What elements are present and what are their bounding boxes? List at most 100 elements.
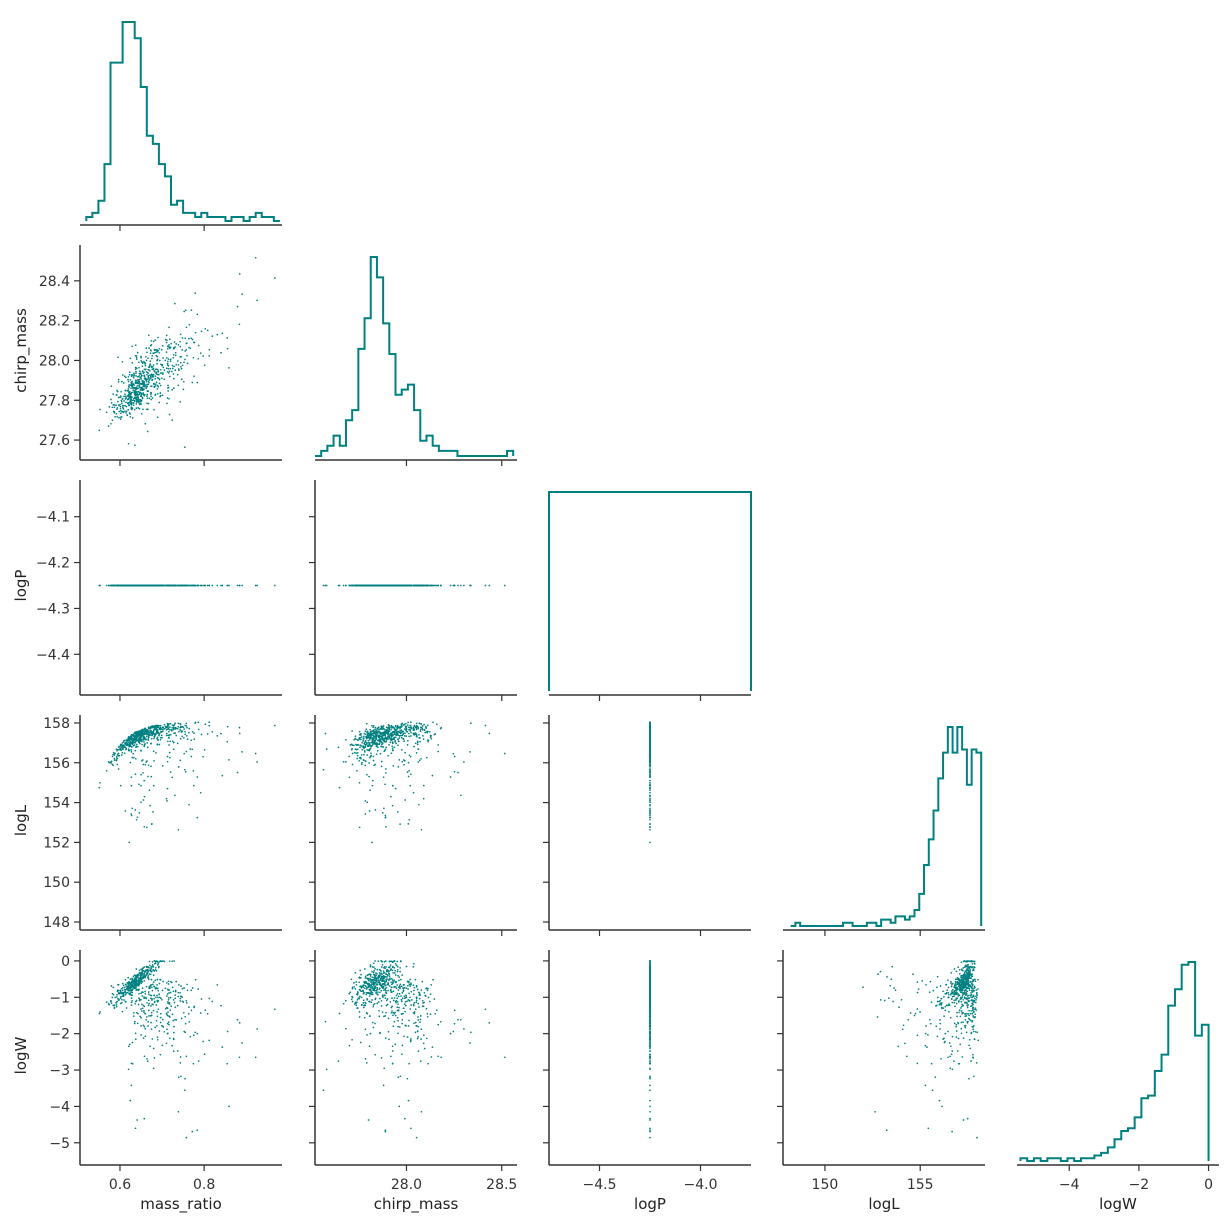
scatter-point	[132, 975, 135, 978]
scatter-point	[122, 382, 125, 384]
scatter-point	[397, 730, 400, 733]
scatter-point	[141, 759, 144, 761]
scatter-point	[221, 774, 224, 777]
scatter-point	[156, 416, 159, 419]
scatter-point	[121, 982, 124, 985]
scatter-point	[140, 356, 142, 359]
scatter-point	[164, 727, 167, 729]
scatter-point	[130, 776, 133, 779]
scatter-point	[470, 584, 472, 587]
scatter-point	[129, 978, 132, 981]
scatter-point	[371, 779, 374, 782]
scatter-point	[358, 826, 361, 829]
scatter-point	[366, 754, 369, 756]
scatter-point	[120, 1001, 123, 1004]
scatter-point	[181, 996, 184, 999]
scatter-point	[372, 725, 375, 727]
scatter-point	[188, 1006, 190, 1008]
scatter-point	[174, 302, 176, 305]
scatter-point	[140, 773, 142, 776]
scatter-point	[121, 998, 123, 1001]
scatter-point	[128, 393, 130, 396]
scatter-point	[221, 584, 224, 587]
scatter-point	[99, 781, 101, 784]
scatter-point	[236, 584, 239, 587]
scatter-point	[197, 728, 200, 731]
scatter-point	[159, 372, 162, 375]
scatter-point	[136, 1022, 139, 1025]
scatter-point	[98, 786, 101, 789]
scatter-point	[382, 734, 385, 736]
scatter-point	[184, 309, 187, 312]
scatter-point	[149, 349, 152, 351]
scatter-point	[432, 721, 434, 724]
scatter-point	[362, 737, 365, 740]
scatter-point	[138, 969, 141, 972]
scatter-point	[241, 751, 243, 753]
scatter-point	[386, 732, 388, 734]
scatter-point	[428, 730, 431, 733]
panel-logP-vs-chirp_mass	[309, 480, 517, 701]
scatter-point	[649, 811, 651, 813]
scatter-point	[166, 397, 169, 399]
scatter-point	[649, 789, 651, 792]
scatter-point	[133, 374, 136, 376]
scatter-point	[190, 989, 193, 992]
scatter-point	[115, 412, 118, 415]
scatter-point	[121, 398, 124, 400]
scatter-point	[156, 362, 158, 365]
scatter-point	[146, 734, 148, 736]
scatter-point	[191, 338, 194, 341]
scatter-point	[208, 355, 211, 357]
scatter-point	[128, 584, 131, 587]
scatter-point	[163, 1030, 166, 1033]
scatter-point	[130, 813, 133, 815]
scatter-point	[128, 1043, 131, 1046]
scatter-point	[132, 389, 135, 392]
scatter-point	[149, 968, 152, 970]
scatter-point	[344, 584, 347, 587]
scatter-point	[124, 741, 127, 744]
scatter-point	[395, 584, 397, 587]
scatter-point	[110, 985, 113, 987]
scatter-point	[417, 726, 419, 728]
scatter-point	[143, 1005, 146, 1008]
scatter-point	[421, 725, 424, 727]
scatter-point	[435, 723, 438, 726]
scatter-point	[356, 744, 359, 746]
scatter-point	[130, 403, 133, 406]
scatter-point	[417, 748, 420, 751]
scatter-point	[188, 727, 191, 730]
scatter-point	[150, 978, 153, 981]
scatter-point	[146, 383, 148, 386]
scatter-point	[117, 752, 120, 755]
scatter-point	[144, 584, 147, 587]
scatter-point	[188, 337, 190, 340]
scatter-point	[130, 749, 133, 751]
scatter-point	[122, 404, 125, 407]
scatter-point	[410, 731, 412, 734]
scatter-point	[153, 349, 156, 352]
scatter-point	[138, 400, 140, 403]
scatter-point	[157, 370, 160, 373]
scatter-point	[130, 997, 133, 999]
scatter-point	[150, 742, 152, 745]
scatter-point	[122, 408, 125, 410]
scatter-point	[433, 733, 436, 736]
scatter-point	[133, 408, 136, 411]
scatter-point	[457, 584, 459, 587]
scatter-point	[184, 358, 186, 361]
scatter-point	[128, 743, 130, 746]
scatter-point	[147, 764, 150, 767]
scatter-point	[354, 737, 357, 740]
scatter-point	[130, 402, 133, 405]
scatter-point	[189, 347, 192, 350]
scatter-point	[380, 725, 383, 728]
scatter-point	[125, 983, 127, 986]
scatter-point	[171, 389, 174, 391]
scatter-point	[409, 730, 412, 732]
scatter-point	[433, 584, 436, 587]
scatter-point	[403, 728, 406, 730]
scatter-point	[377, 732, 379, 734]
scatter-point	[151, 989, 154, 992]
